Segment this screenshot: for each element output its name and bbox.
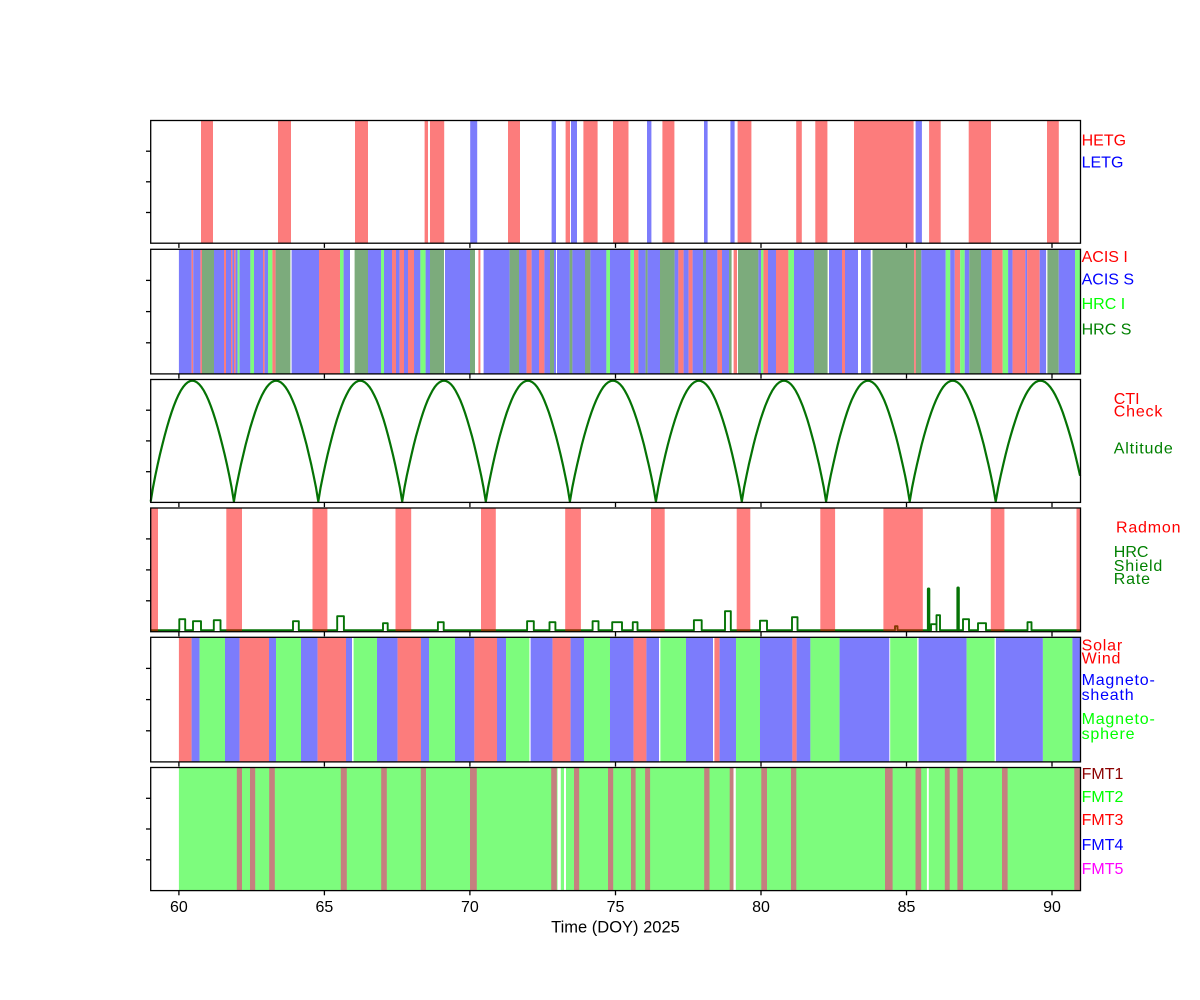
svg-text:FMT5: FMT5: [1082, 861, 1124, 878]
svg-text:Time (DOY) 2025: Time (DOY) 2025: [551, 918, 680, 936]
svg-text:CTI: CTI: [1114, 391, 1140, 408]
svg-text:sheath: sheath: [1082, 687, 1135, 704]
svg-text:FMT3: FMT3: [1082, 812, 1124, 829]
svg-text:Altitude: Altitude: [1114, 441, 1174, 458]
svg-text:Radmon: Radmon: [1116, 519, 1181, 536]
svg-text:60: 60: [170, 899, 188, 916]
svg-text:70: 70: [461, 899, 479, 916]
svg-text:LETG: LETG: [1082, 155, 1124, 172]
svg-text:Magneto-: Magneto-: [1082, 672, 1156, 689]
svg-text:ACIS I: ACIS I: [1082, 249, 1128, 266]
svg-text:85: 85: [898, 899, 916, 916]
svg-text:65: 65: [316, 899, 334, 916]
svg-text:FMT1: FMT1: [1082, 766, 1124, 783]
svg-text:FMT4: FMT4: [1082, 837, 1124, 854]
svg-text:FMT2: FMT2: [1082, 789, 1124, 806]
svg-text:ACIS S: ACIS S: [1082, 271, 1134, 288]
svg-text:Rate: Rate: [1114, 571, 1151, 588]
svg-text:Magneto-: Magneto-: [1082, 711, 1156, 728]
svg-text:Shield: Shield: [1114, 558, 1163, 575]
svg-text:Check: Check: [1114, 403, 1164, 420]
svg-text:sphere: sphere: [1082, 726, 1136, 743]
svg-text:75: 75: [607, 899, 625, 916]
svg-text:HRC S: HRC S: [1082, 322, 1132, 339]
svg-text:90: 90: [1043, 899, 1061, 916]
svg-text:HRC: HRC: [1114, 544, 1149, 561]
svg-text:HETG: HETG: [1082, 133, 1126, 150]
svg-text:HRC I: HRC I: [1082, 296, 1126, 313]
svg-text:Solar: Solar: [1082, 638, 1123, 655]
svg-text:Wind: Wind: [1082, 650, 1122, 667]
svg-text:80: 80: [752, 899, 770, 916]
